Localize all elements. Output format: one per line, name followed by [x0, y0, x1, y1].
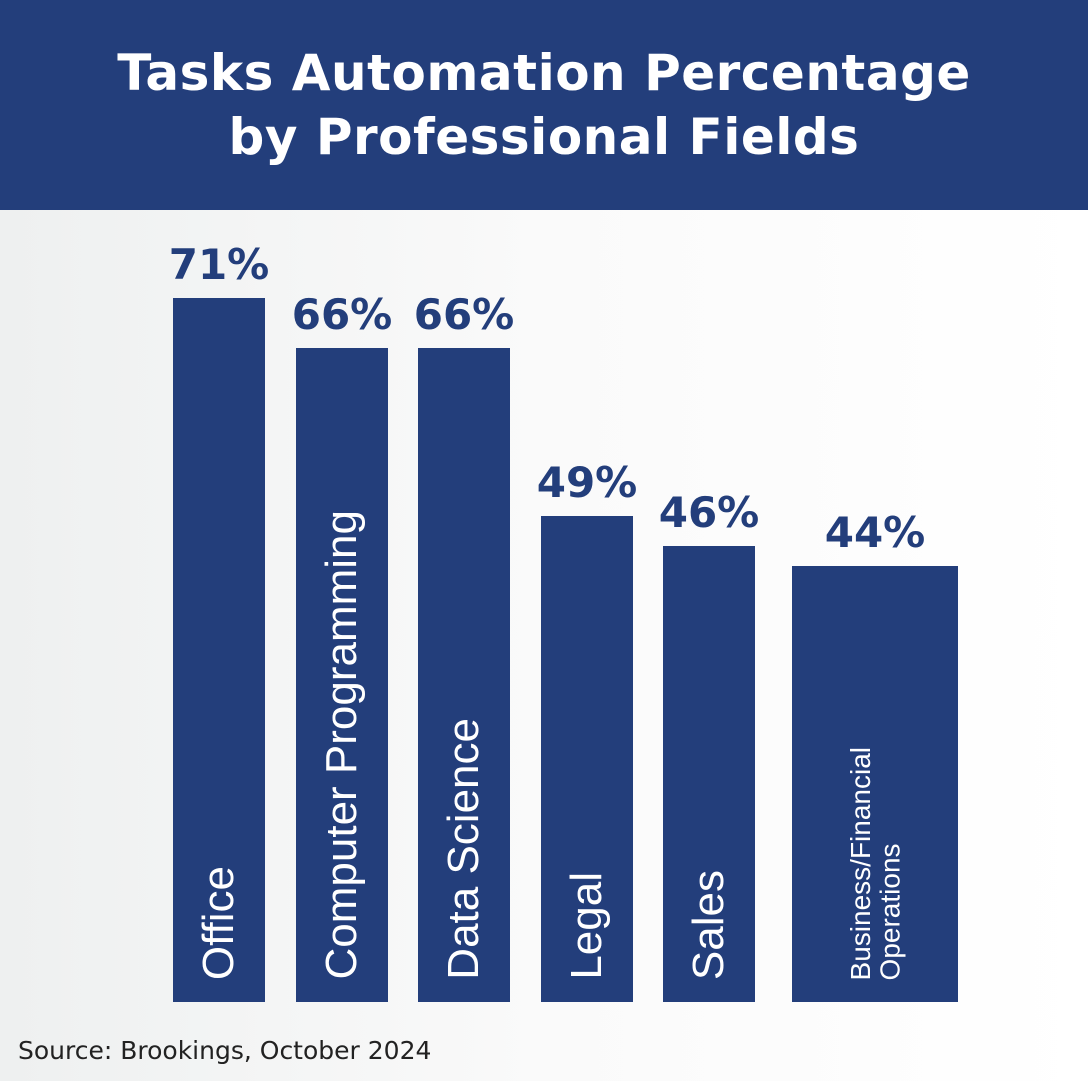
source-note: Source: Brookings, October 2024 [18, 1036, 432, 1065]
bar-5: Business/Financial Operations [792, 565, 958, 1002]
value-label: 46% [658, 487, 760, 537]
bar-0: Office [173, 298, 265, 1002]
category-label: Data Science [439, 718, 488, 980]
category-label: Computer Programming [317, 510, 366, 980]
value-label: 66% [413, 289, 515, 339]
category-label: Sales [684, 869, 733, 980]
value-label: 44% [824, 507, 926, 557]
chart-title-line-2: by Professional Fields [228, 108, 860, 166]
bar-1: Computer Programming [296, 347, 388, 1002]
chart-title-line-1: Tasks Automation Percentage [117, 44, 971, 102]
category-label: Office [194, 865, 243, 980]
bar-4: Sales [663, 545, 755, 1002]
bar-3: Legal [541, 516, 633, 1002]
bar-2: Data Science [418, 347, 510, 1002]
category-label: Legal [562, 872, 611, 980]
value-label: 71% [168, 240, 270, 289]
value-label: 49% [536, 458, 638, 508]
value-label: 66% [291, 289, 393, 339]
category-label: Business/Financial Operations [844, 746, 905, 980]
title-banner: Tasks Automation Percentage by Professio… [0, 0, 1088, 210]
